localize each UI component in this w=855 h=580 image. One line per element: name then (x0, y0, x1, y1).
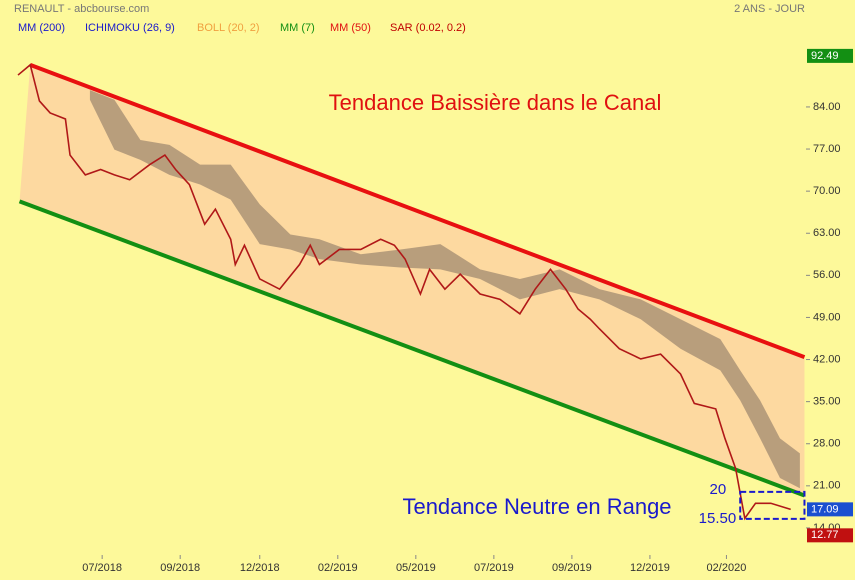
chart-title: RENAULT - abcbourse.com (14, 3, 149, 15)
indicator-label: MM (200) (18, 22, 65, 34)
price-tag (807, 528, 853, 543)
x-tick-label: 09/2019 (552, 562, 592, 574)
y-tick-label: 70.00 (813, 185, 841, 197)
annotation: Tendance Baissière dans le Canal (329, 90, 662, 115)
x-tick-label: 12/2019 (630, 562, 670, 574)
annotation: Tendance Neutre en Range (402, 494, 671, 519)
period: 2 ANS - JOUR (734, 3, 805, 15)
y-tick-label: 63.00 (813, 227, 841, 239)
range-box (739, 490, 806, 520)
indicator-label: MM (7) (280, 22, 315, 34)
y-tick-label: 77.00 (813, 143, 841, 155)
y-tick-label: 28.00 (813, 438, 841, 450)
price-tag-label: 17.09 (811, 503, 839, 515)
x-tick-label: 07/2019 (474, 562, 514, 574)
y-tick-label: 56.00 (813, 269, 841, 281)
y-tick-label: 42.00 (813, 353, 841, 365)
price-tag-label: 92.49 (811, 50, 839, 62)
indicator-label: MM (50) (330, 22, 371, 34)
x-tick-label: 02/2019 (318, 562, 358, 574)
indicator-label: BOLL (20, 2) (197, 22, 260, 34)
y-tick-label: 35.00 (813, 396, 841, 408)
price-tag (807, 502, 853, 517)
price-tag-label: 12.77 (811, 529, 839, 541)
x-tick-label: 05/2019 (396, 562, 436, 574)
x-tick-label: 12/2018 (240, 562, 280, 574)
indicator-label: ICHIMOKU (26, 9) (85, 22, 175, 34)
channel-line (29, 62, 806, 360)
price-tag (807, 48, 853, 63)
range-bottom-label: 15.50 (699, 510, 737, 527)
y-tick-label: 84.00 (813, 101, 841, 113)
x-tick-label: 07/2018 (82, 562, 122, 574)
x-tick-label: 02/2020 (707, 562, 747, 574)
y-tick-label: 21.00 (813, 480, 841, 492)
range-top-label: 20 (710, 481, 727, 498)
x-tick-label: 09/2018 (160, 562, 200, 574)
channel-line (18, 199, 806, 498)
y-tick-label: 49.00 (813, 311, 841, 323)
price-line (17, 63, 791, 521)
indicator-label: SAR (0.02, 0.2) (390, 22, 466, 34)
